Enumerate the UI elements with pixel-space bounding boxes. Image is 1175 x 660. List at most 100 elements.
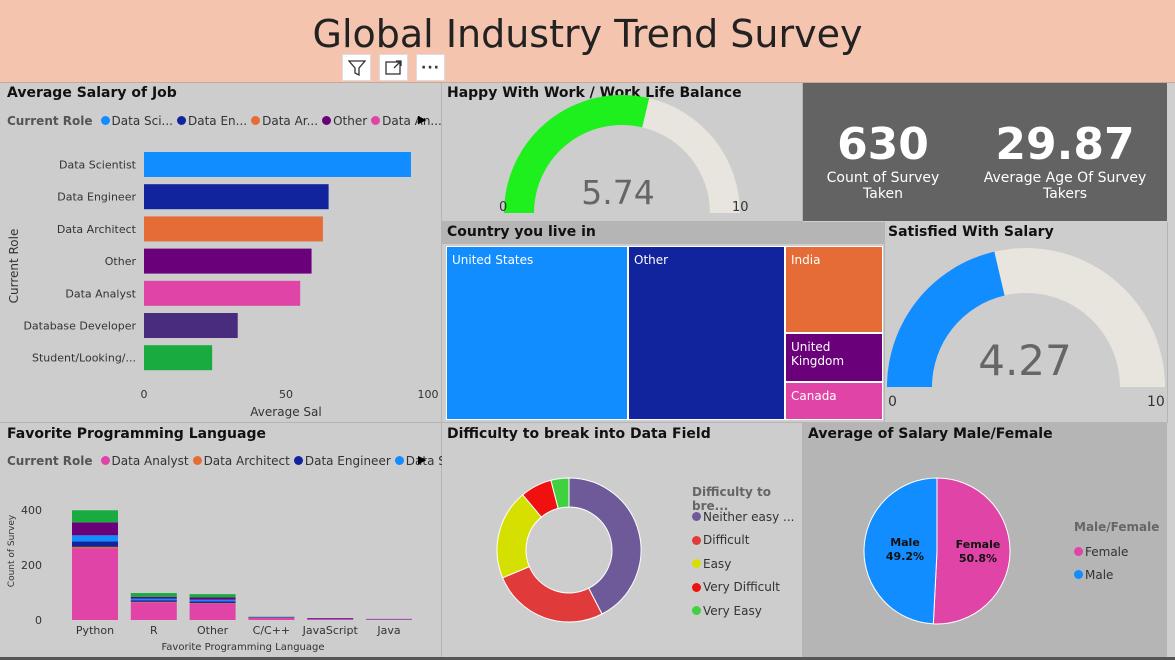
salary-bar[interactable] [144,248,312,274]
treemap-cell[interactable]: Other [628,246,785,420]
category-label: Data Analyst [65,287,136,300]
stacked-bar-segment[interactable] [189,602,236,604]
page-title: Global Industry Trend Survey [312,12,863,56]
stacked-bar-segment[interactable] [130,593,177,597]
stacked-bar-segment[interactable] [189,599,236,602]
legend-title: Current Role [7,454,93,468]
category-label: Database Developer [23,320,136,333]
treemap-cell[interactable]: United States [446,246,628,420]
panel-title: Average Salary of Job [7,85,177,101]
category-label: Other [105,255,137,268]
stacked-bar-segment[interactable] [72,541,118,547]
slice-label: Female [956,538,1001,551]
panel-title: Average of Salary Male/Female [808,426,1053,442]
legend-next-icon[interactable]: ▶ [418,113,427,126]
legend-swatch [692,535,701,545]
legend-label: Male [1085,567,1114,582]
stacked-bar-segment[interactable] [130,601,177,603]
legend-label: Neither easy ... [703,509,795,524]
stacked-bar-segment[interactable] [189,594,236,598]
stacked-bar-segment[interactable] [307,618,354,619]
stacked-bar-segment[interactable] [189,597,236,600]
category-label: Data Scientist [59,159,137,172]
stacked-bar-segment[interactable] [189,603,236,621]
gauge-track [994,248,1165,387]
pie-slice[interactable] [932,477,1011,625]
stacked-bar-segment[interactable] [130,600,177,602]
legend-item[interactable]: Neither easy ... [692,505,794,529]
filter-button[interactable] [342,54,371,81]
difficulty-panel: Difficulty to break into Data Field Diff… [442,423,803,659]
kpi-value: 29.87 [995,119,1135,170]
gender-salary-panel: Average of Salary Male/Female Female 50.8… [803,423,1167,658]
gender-legend: Female Male [1074,540,1128,586]
legend-item[interactable]: Male [1074,563,1128,586]
stacked-bar-segment[interactable] [189,601,236,603]
more-options-button[interactable]: ··· [416,54,445,81]
kpi-average-age: 29.87 Average Age Of Survey Takers [965,119,1165,202]
legend-next-icon[interactable]: ▶ [418,453,427,466]
legend-swatch [1074,547,1083,556]
salary-bar[interactable] [144,345,213,371]
kpi-card: 630 Count of Survey Taken 29.87 Average … [803,83,1167,221]
legend-item[interactable]: Data Sci... [100,114,173,128]
legend-item[interactable]: Easy [692,552,794,576]
legend-item[interactable]: Data Analyst [100,454,189,468]
stacked-bar-segment[interactable] [366,619,412,620]
stacked-bar-segment[interactable] [72,548,118,621]
panel-title: Favorite Programming Language [7,426,266,442]
difficulty-legend: Neither easy ... Difficult Easy Very Diffic… [692,505,794,623]
legend-item[interactable]: Data Engineer [293,454,391,468]
legend-item[interactable]: Difficult [692,529,794,553]
salary-bar[interactable] [144,184,329,210]
category-label: R [150,624,158,637]
legend-item[interactable]: Female [1074,540,1128,563]
treemap-cell[interactable]: United Kingdom [785,333,883,382]
legend-label: Very Easy [703,603,762,618]
donut-slice[interactable] [568,477,642,615]
stacked-bar-segment[interactable] [72,535,118,542]
legend-swatch [1074,570,1083,579]
stacked-bar-segment[interactable] [130,602,177,620]
donut-slice[interactable] [501,565,603,623]
gauge-fill [887,251,1005,387]
difficulty-donut-chart [496,477,642,623]
x-axis-title: Average Sal [250,405,321,419]
legend-item[interactable]: Data Architect [192,454,290,468]
stacked-bar-segment[interactable] [307,618,354,620]
language-stacked-bar-chart: 0 200 400 Python R Other C/C++ JavaScript Java Fa… [7,504,412,653]
treemap-cell[interactable]: Canada [785,382,883,420]
pie-slice[interactable] [863,477,938,625]
stacked-bar-segment[interactable] [72,522,118,536]
kpi-label: Count of Survey Taken [826,170,940,202]
salary-bar[interactable] [144,152,411,177]
category-label: Student/Looking/... [32,352,136,365]
legend-title: Male/Female [1074,520,1160,534]
stacked-bar-segment[interactable] [130,598,177,601]
legend-label: Easy [703,556,732,571]
focus-mode-button[interactable] [379,54,408,81]
legend-item[interactable]: Very Difficult [692,576,794,600]
happy-work-panel: Happy With Work / Work Life Balance 5.74… [442,83,803,222]
x-tick-label: 100 [418,388,439,401]
salary-bar[interactable] [144,216,323,242]
stacked-bar-segment[interactable] [72,510,118,523]
category-label: Other [197,624,229,637]
legend-title: Difficulty to bre... [692,485,771,513]
stacked-bar-segment[interactable] [130,596,177,599]
stacked-bar-segment[interactable] [248,617,295,620]
legend-item[interactable]: Data En... [177,114,247,128]
legend-item[interactable]: Very Easy [692,599,794,623]
kpi-survey-count: 630 Count of Survey Taken [807,119,959,202]
treemap-cell[interactable]: India [785,246,883,333]
donut-slice[interactable] [550,477,570,509]
legend-item[interactable]: Data Ar... [251,114,318,128]
legend-item[interactable]: Other [322,114,367,128]
stacked-bar-segment[interactable] [72,546,118,549]
slice-label: Male [890,536,920,549]
y-tick-label: 0 [35,614,42,627]
salary-bar[interactable] [144,313,238,338]
salary-bar[interactable] [144,280,301,306]
legend-item[interactable]: Data An... [371,114,442,128]
y-axis-title: Count of Survey [7,514,17,587]
